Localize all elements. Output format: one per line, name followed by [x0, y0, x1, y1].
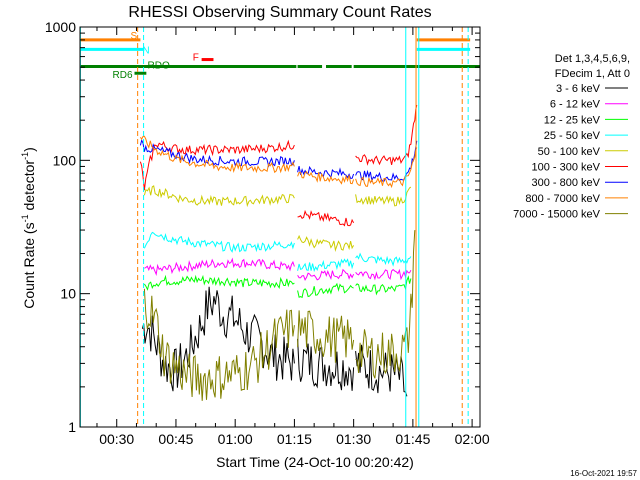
series-300-800-kev-segment-2 [297, 165, 355, 179]
legend-label-3-6-kev: 3 - 6 keV [556, 83, 601, 95]
series-7000-15000-kev-segment-1 [143, 288, 295, 401]
series-25-50-kev-segment-3 [355, 252, 412, 267]
flag-label-f: F [193, 53, 199, 64]
y-axis-label-mid: detector [21, 160, 37, 215]
series-25-50-kev-segment-1 [143, 231, 295, 253]
flag-label-s: S [131, 31, 138, 42]
series-6-12-kev-segment-3 [355, 268, 412, 281]
x-tick-label-01-30: 01:30 [336, 431, 371, 447]
y-tick-label-1000: 1000 [45, 19, 76, 35]
series-3-6-kev-segment-1 [141, 286, 295, 392]
series-3-6-kev [141, 286, 408, 397]
legend: 3 - 6 keV 6 - 12 keV 12 - 25 keV 25 - 50 ke… [513, 83, 628, 221]
legend-label-25-50-kev: 25 - 50 keV [544, 130, 601, 142]
x-tick-label-00-30: 00:30 [99, 431, 134, 447]
series-50-100-kev [143, 185, 412, 252]
series-6-12-kev [144, 257, 412, 281]
series-6-12-kev-segment-1 [144, 257, 295, 276]
flag-label-n: N [142, 45, 149, 56]
legend-label-50-100-kev: 50 - 100 keV [538, 146, 601, 158]
y-tick-label-1: 1 [68, 419, 76, 435]
series-6-12-kev-segment-2 [297, 268, 355, 281]
y-tick-label-100: 100 [53, 152, 77, 168]
series-800-7000-kev-segment-3 [355, 147, 418, 189]
x-tick-label-02-00: 02:00 [455, 431, 490, 447]
series-50-100-kev-segment-3 [355, 186, 412, 207]
series-7000-15000-kev-segment-2 [297, 310, 355, 363]
x-axis-label: Start Time (24-Oct-10 00:20:42) [216, 454, 414, 470]
series-300-800-kev-segment-3 [355, 140, 418, 183]
detector-info-line-1: Det 1,3,4,5,6,9, [555, 53, 630, 65]
series-50-100-kev-segment-2 [297, 234, 355, 252]
y-tick-label-10: 10 [60, 286, 76, 302]
series-12-25-kev-segment-2 [297, 282, 354, 299]
legend-label-800-7000-kev: 800 - 7000 keV [525, 193, 600, 205]
legend-label-6-12-kev: 6 - 12 keV [550, 99, 601, 111]
x-tick-label-01-00: 01:00 [218, 431, 253, 447]
series-25-50-kev-segment-2 [297, 258, 355, 273]
series-100-300-kev-segment-3 [355, 104, 418, 166]
x-tick-label-01-45: 01:45 [395, 431, 430, 447]
series-12-25-kev-segment-3 [355, 275, 412, 296]
y-axis-label-sup1: -1 [20, 214, 30, 222]
flags-layer: SN RD6 RDO F [80, 31, 480, 81]
y-axis-label-sup2: -1 [20, 152, 30, 160]
series-50-100-kev-segment-1 [143, 185, 295, 208]
footer-date: 16-Oct-2021 19:57 [570, 469, 637, 478]
legend-label-300-800-kev: 300 - 800 keV [532, 177, 601, 189]
series-800-7000-kev [139, 135, 418, 189]
series-3-6-kev-segment-3 [355, 344, 408, 397]
detector-info-line-2: FDecim 1, Att 0 [555, 68, 630, 80]
series-100-300-kev-segment-1 [139, 139, 295, 191]
flag-label-rdo: RDO [148, 61, 170, 72]
flag-label-rd6: RD6 [113, 70, 133, 81]
x-tick-label-01-15: 01:15 [277, 431, 312, 447]
y-axis-label-main: Count Rate (s [21, 222, 37, 308]
series-12-25-kev [143, 274, 412, 299]
series-800-7000-kev-segment-2 [297, 170, 355, 185]
legend-label-12-25-kev: 12 - 25 keV [544, 114, 601, 126]
legend-label-7000-15000-kev: 7000 - 15000 keV [513, 209, 601, 221]
axes-layer: 00:30 00:45 01:00 01:15 01:30 01:45 02:00 1 10 10… [45, 19, 490, 447]
series-12-25-kev-segment-1 [143, 274, 295, 291]
y-axis-label: Count Rate (s-1 detector-1) [20, 147, 37, 309]
series-100-300-kev [139, 104, 418, 227]
series-25-50-kev [143, 231, 412, 273]
series-3-6-kev-segment-2 [297, 338, 355, 391]
series-layer [139, 104, 418, 401]
series-800-7000-kev-segment-1 [139, 135, 295, 174]
vertical-lines-layer [79, 27, 469, 427]
x-tick-label-00-45: 00:45 [158, 431, 193, 447]
series-100-300-kev-segment-2 [297, 209, 355, 227]
plot-frame [79, 26, 481, 428]
chart-title: RHESSI Observing Summary Count Rates [128, 4, 431, 21]
y-axis-label-end: ) [21, 147, 37, 152]
legend-label-100-300-kev: 100 - 300 keV [532, 162, 601, 174]
